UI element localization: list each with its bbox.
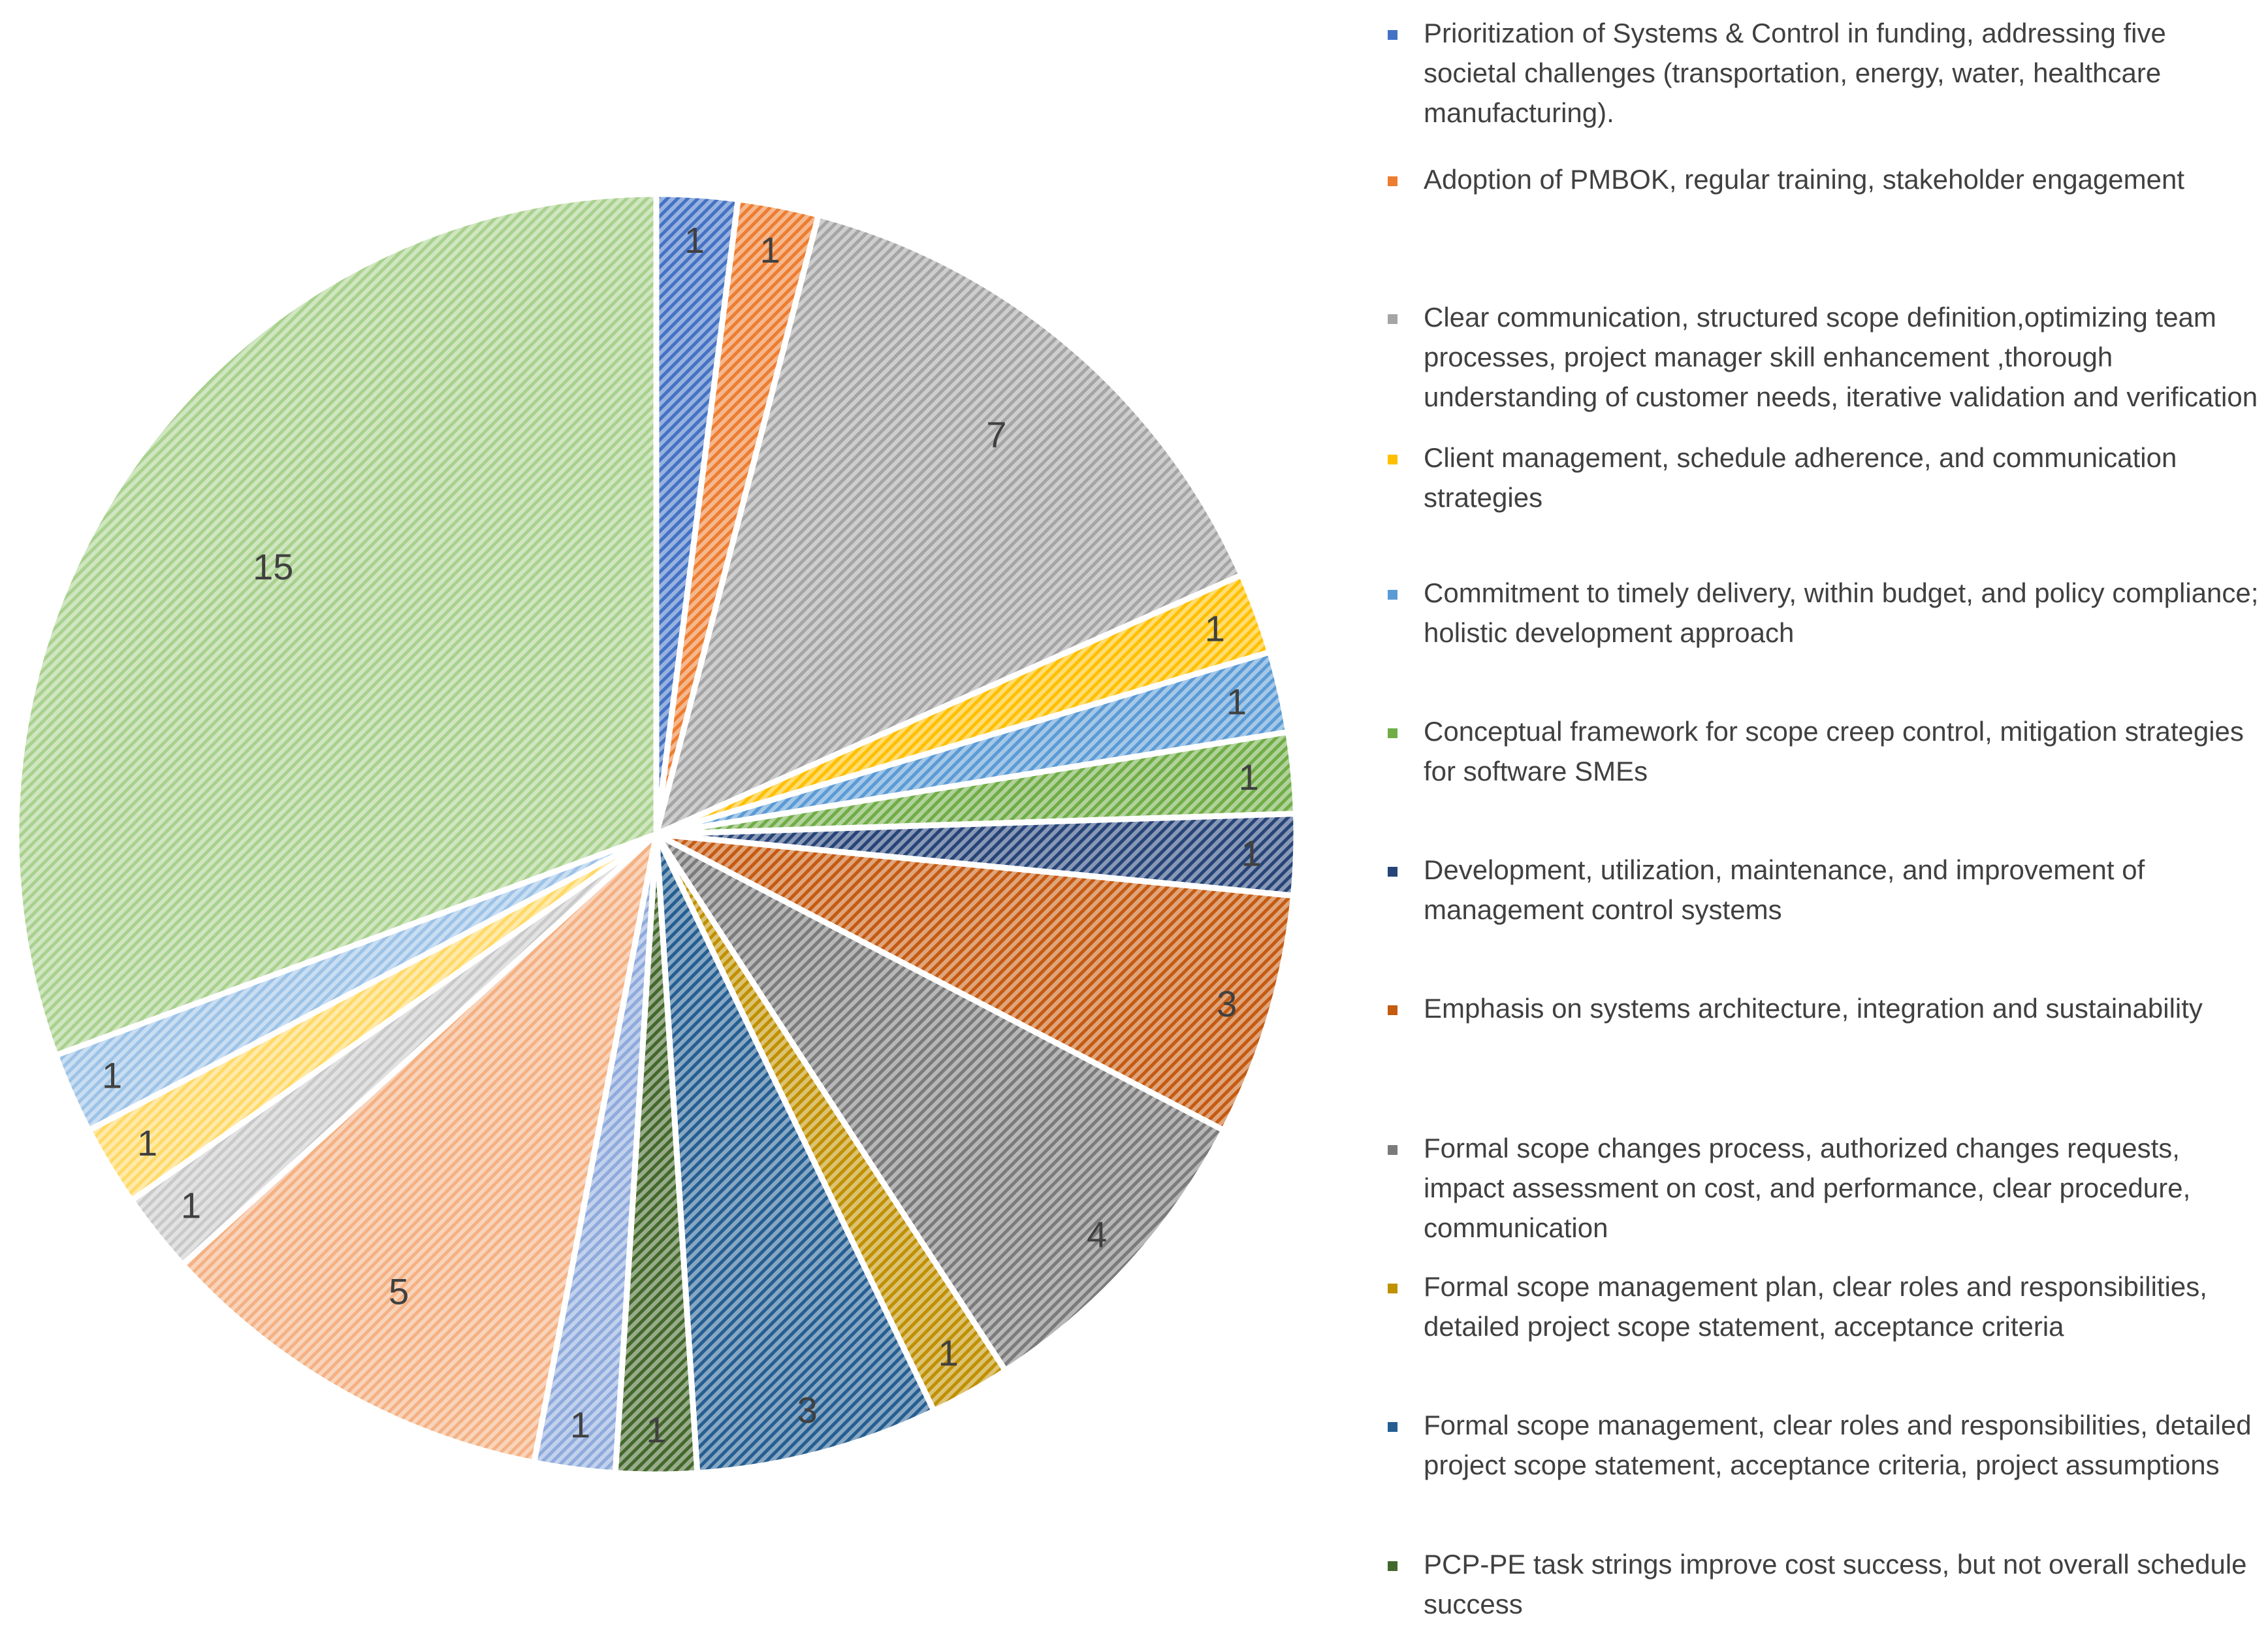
- legend-entry: Formal scope management plan, clear role…: [1388, 1267, 2263, 1346]
- pie-slice-3: [653, 212, 1245, 837]
- pie-data-label-4: 1: [1205, 608, 1225, 649]
- pie-data-label-13: 1: [570, 1404, 590, 1445]
- legend-label: Clear communication, structured scope de…: [1424, 302, 2258, 412]
- legend-entry: Formal scope changes process, authorized…: [1388, 1128, 2263, 1248]
- legend-entry: Commitment to timely delivery, within bu…: [1388, 573, 2263, 653]
- pie-data-label-5: 1: [1226, 681, 1247, 722]
- legend-entry: Prioritization of Systems & Control in f…: [1388, 13, 2263, 133]
- pie-data-label-15: 1: [181, 1185, 201, 1226]
- pie-slice-11: [653, 831, 937, 1476]
- pie-data-label-3: 7: [986, 414, 1006, 455]
- legend-label: Conceptual framework for scope creep con…: [1424, 716, 2244, 786]
- legend-swatch: [1388, 30, 1398, 40]
- legend-entry: Conceptual framework for scope creep con…: [1388, 711, 2263, 791]
- pie-data-label-14: 5: [389, 1271, 409, 1312]
- pie-slice-9: [653, 831, 1227, 1374]
- legend-entry: Adoption of PMBOK, regular training, sta…: [1388, 159, 2263, 199]
- pie-data-label-9: 4: [1087, 1214, 1107, 1255]
- legend-swatch: [1388, 455, 1398, 464]
- pie-data-label-10: 1: [938, 1333, 959, 1374]
- legend-entry: Formal scope management, clear roles and…: [1388, 1405, 2263, 1485]
- pie-data-label-16: 1: [137, 1122, 157, 1163]
- legend-entry: PCP-PE task strings improve cost success…: [1388, 1544, 2263, 1624]
- legend-label: Formal scope changes process, authorized…: [1424, 1133, 2191, 1243]
- legend-label: Client management, schedule adherence, a…: [1424, 442, 2177, 513]
- legend-swatch: [1388, 590, 1398, 600]
- pie-data-label-11: 3: [797, 1389, 818, 1431]
- pie-slice-8: [653, 831, 1296, 1133]
- pie-slice-14: [180, 831, 660, 1466]
- legend-swatch: [1388, 867, 1398, 877]
- legend-swatch: [1388, 1561, 1398, 1571]
- pie-data-label-8: 3: [1217, 983, 1237, 1024]
- legend-label: Development, utilization, maintenance, a…: [1424, 854, 2145, 925]
- pie-data-label-7: 1: [1241, 833, 1261, 874]
- pie-data-label-1: 1: [684, 219, 705, 261]
- pie-data-label-6: 1: [1239, 756, 1259, 798]
- legend-entry: Development, utilization, maintenance, a…: [1388, 850, 2263, 930]
- legend-label: PCP-PE task strings improve cost success…: [1424, 1549, 2247, 1619]
- legend-swatch: [1388, 314, 1398, 324]
- legend-swatch: [1388, 1422, 1398, 1432]
- pie-slice-18: [13, 191, 660, 1058]
- legend-entry: Client management, schedule adherence, a…: [1388, 438, 2263, 517]
- legend-swatch: [1388, 728, 1398, 738]
- pie-data-label-12: 1: [646, 1409, 666, 1450]
- pie-data-label-17: 1: [102, 1054, 122, 1095]
- pie-slices: [13, 191, 1300, 1478]
- legend-entry: Clear communication, structured scope de…: [1388, 297, 2263, 417]
- pie-data-label-2: 1: [760, 229, 780, 270]
- pie-data-label-18: 15: [253, 546, 293, 587]
- legend-label: Prioritization of Systems & Control in f…: [1424, 18, 2166, 128]
- legend-swatch: [1388, 176, 1398, 186]
- legend-entry: Emphasis on systems architecture, integr…: [1388, 988, 2263, 1028]
- legend-swatch: [1388, 1284, 1398, 1293]
- legend-label: Adoption of PMBOK, regular training, sta…: [1424, 164, 2185, 195]
- legend-label: Formal scope management, clear roles and…: [1424, 1410, 2252, 1480]
- legend-swatch: [1388, 1145, 1398, 1155]
- legend-label: Emphasis on systems architecture, integr…: [1424, 993, 2203, 1024]
- legend-label: Formal scope management plan, clear role…: [1424, 1271, 2207, 1342]
- legend-label: Commitment to timely delivery, within bu…: [1424, 577, 2259, 648]
- legend-swatch: [1388, 1005, 1398, 1015]
